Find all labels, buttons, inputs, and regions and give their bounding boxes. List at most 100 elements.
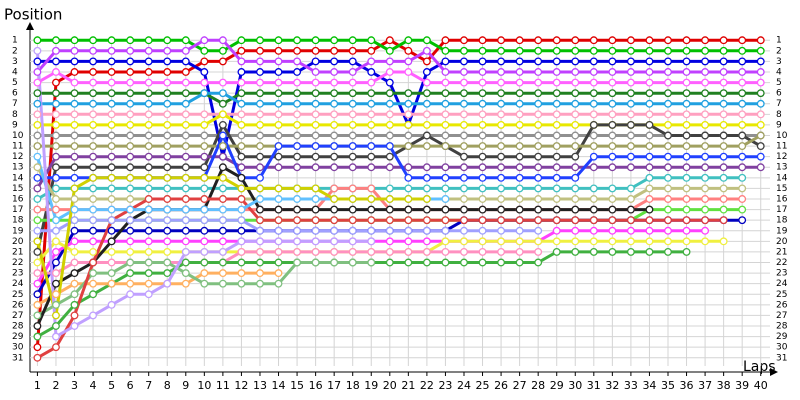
point [645, 163, 654, 172]
point [237, 247, 246, 256]
point [608, 110, 617, 119]
point [626, 46, 635, 55]
point [460, 184, 468, 193]
point [200, 110, 209, 119]
point [701, 78, 710, 87]
point [534, 184, 543, 193]
point [70, 57, 79, 66]
point [33, 226, 42, 235]
point [89, 89, 98, 98]
point [33, 163, 42, 172]
point [608, 247, 617, 256]
point [256, 68, 264, 76]
point [571, 152, 580, 161]
point [33, 131, 42, 140]
point [274, 57, 283, 66]
point [52, 247, 60, 256]
point [497, 226, 506, 235]
point [460, 68, 468, 76]
point [144, 205, 153, 214]
point [126, 36, 135, 45]
y-tick-label: 19 [12, 226, 24, 236]
y-tick-label-right: 7 [776, 99, 782, 109]
point [478, 68, 487, 76]
point [645, 142, 654, 151]
point [70, 322, 79, 330]
point [478, 216, 487, 225]
point [460, 247, 468, 256]
point [330, 163, 339, 172]
x-tick-label: 36 [680, 379, 694, 392]
point [293, 120, 302, 129]
point [682, 152, 691, 161]
point [719, 131, 728, 140]
y-axis-arrow [26, 22, 34, 30]
point [385, 258, 394, 267]
y-tick-label: 9 [12, 120, 18, 130]
x-tick-label: 9 [182, 379, 189, 392]
point [237, 258, 246, 267]
point [478, 142, 487, 151]
point [738, 195, 747, 203]
point [311, 226, 320, 235]
point [70, 120, 79, 129]
point [33, 110, 42, 119]
point [126, 279, 135, 288]
point [311, 46, 320, 55]
point [441, 46, 450, 55]
point [237, 226, 246, 235]
point [571, 131, 580, 140]
point [738, 205, 747, 214]
point [626, 195, 635, 203]
point [163, 99, 172, 108]
point [256, 131, 264, 140]
point [422, 184, 431, 193]
point [682, 120, 691, 129]
point [126, 173, 135, 182]
point [218, 226, 227, 235]
point [422, 46, 431, 55]
x-tick-label: 31 [587, 379, 601, 392]
point [664, 184, 672, 193]
point [367, 258, 376, 267]
point [348, 120, 357, 129]
x-tick-label: 37 [698, 379, 712, 392]
point [664, 237, 672, 246]
x-tick-label: 2 [52, 379, 59, 392]
point [107, 247, 116, 256]
point [126, 163, 135, 172]
point [608, 184, 617, 193]
point [256, 142, 264, 151]
point [460, 226, 468, 235]
point [515, 99, 524, 108]
x-tick-label: 22 [420, 379, 434, 392]
y-tick-label-right: 17 [776, 205, 787, 215]
point [756, 142, 765, 151]
point [571, 36, 580, 45]
point [738, 173, 747, 182]
point [89, 110, 98, 119]
point [330, 184, 339, 193]
point [107, 258, 116, 267]
point [107, 163, 116, 172]
point [70, 142, 79, 151]
point [664, 142, 672, 151]
point [52, 152, 60, 161]
point [293, 78, 302, 87]
point [738, 131, 747, 140]
point [218, 131, 227, 140]
point [626, 237, 635, 246]
point [330, 258, 339, 267]
point [497, 247, 506, 256]
series-line [37, 91, 761, 106]
point [70, 173, 79, 182]
point [89, 173, 98, 182]
point [70, 258, 79, 267]
point [534, 120, 543, 129]
point [200, 184, 209, 193]
point [311, 184, 320, 193]
point [330, 68, 339, 76]
point [163, 205, 172, 214]
point [552, 142, 561, 151]
point [126, 110, 135, 119]
